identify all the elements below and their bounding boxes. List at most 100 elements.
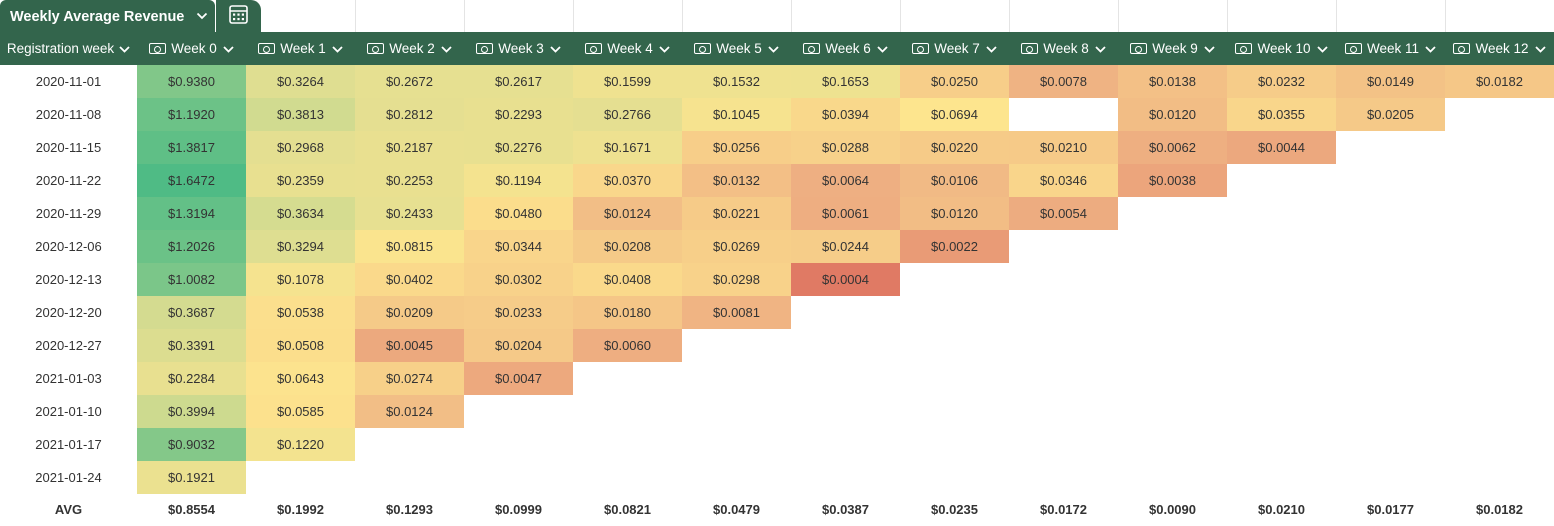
revenue-cell: $1.6472 — [137, 164, 246, 197]
revenue-cell: $0.0124 — [355, 395, 464, 428]
column-header-week-4[interactable]: Week 4 — [573, 32, 682, 65]
column-header-label: Week 11 — [1366, 41, 1420, 56]
money-icon — [149, 43, 167, 54]
revenue-cell: $0.0346 — [1009, 164, 1118, 197]
column-header-week-5[interactable]: Week 5 — [682, 32, 791, 65]
registration-week-cell: 2020-12-27 — [35, 338, 102, 353]
revenue-cell: $0.0210 — [1009, 131, 1118, 164]
tab-bar: Weekly Average Revenue — [0, 0, 1554, 33]
revenue-cell: $0.2433 — [355, 197, 464, 230]
chevron-down-icon — [1534, 41, 1546, 56]
revenue-cell: $0.0045 — [355, 329, 464, 362]
registration-week-cell: 2021-01-10 — [35, 404, 102, 419]
table-row: 2021-01-10 $0.3994 $0.0585 $0.0124 — [0, 395, 1554, 428]
revenue-cell: $0.0004 — [791, 263, 900, 296]
revenue-cell: $0.0233 — [464, 296, 573, 329]
revenue-cell: $0.9380 — [137, 65, 246, 98]
avg-value-cell: $0.0177 — [1367, 502, 1414, 517]
grid-divider — [573, 0, 574, 32]
revenue-cell: $0.1078 — [246, 263, 355, 296]
grid-divider — [464, 0, 465, 32]
revenue-cell: $0.0208 — [573, 230, 682, 263]
calculator-icon — [229, 4, 248, 29]
revenue-cell: $0.2672 — [355, 65, 464, 98]
avg-value-cell: $0.0172 — [1040, 502, 1087, 517]
revenue-cell: $0.0182 — [1445, 65, 1554, 98]
tab-title: Weekly Average Revenue — [10, 8, 185, 25]
registration-week-cell: 2020-12-06 — [35, 239, 102, 254]
revenue-cell: $0.0288 — [791, 131, 900, 164]
revenue-cell: $0.0408 — [573, 263, 682, 296]
revenue-cell: $0.0124 — [573, 197, 682, 230]
chevron-down-icon — [550, 41, 561, 56]
tab-weekly-average-revenue[interactable]: Weekly Average Revenue — [0, 0, 215, 33]
revenue-cell: $0.2359 — [246, 164, 355, 197]
column-header-label: Week 0 — [171, 41, 217, 56]
revenue-cell: $0.2276 — [464, 131, 573, 164]
table-row: 2020-11-01 $0.9380 $0.3264 $0.2672 $0.2617 $0… — [0, 65, 1554, 98]
chevron-down-icon — [441, 41, 452, 56]
revenue-cell: $0.0480 — [464, 197, 573, 230]
revenue-cell: $0.0022 — [900, 230, 1009, 263]
revenue-cell: $0.0120 — [1118, 98, 1227, 131]
revenue-cell: $0.3294 — [246, 230, 355, 263]
chevron-down-icon — [768, 41, 779, 56]
grid-divider — [1118, 0, 1119, 32]
revenue-cell: $0.0815 — [355, 230, 464, 263]
table-row: 2021-01-24 $0.1921 — [0, 461, 1554, 494]
column-header-week-7[interactable]: Week 7 — [900, 32, 1009, 65]
revenue-cell: $0.0220 — [900, 131, 1009, 164]
column-header-week-6[interactable]: Week 6 — [791, 32, 900, 65]
revenue-cell: $1.2026 — [137, 230, 246, 263]
registration-week-cell: 2020-11-15 — [35, 140, 102, 155]
column-header-week-3[interactable]: Week 3 — [464, 32, 573, 65]
column-header-label: Week 8 — [1043, 41, 1089, 56]
revenue-cell: $0.3687 — [137, 296, 246, 329]
chevron-down-icon — [659, 41, 670, 56]
revenue-cell: $0.0132 — [682, 164, 791, 197]
chevron-down-icon — [1095, 41, 1106, 56]
registration-week-cell: 2020-11-08 — [35, 107, 102, 122]
revenue-cell: $0.0149 — [1336, 65, 1445, 98]
grid-divider — [1336, 0, 1337, 32]
avg-value-cell: $0.0479 — [713, 502, 760, 517]
revenue-cell: $0.0232 — [1227, 65, 1336, 98]
revenue-cell: $0.2293 — [464, 98, 573, 131]
chevron-down-icon — [1425, 41, 1436, 56]
chevron-down-icon — [196, 8, 208, 24]
registration-week-cell: 2021-01-24 — [35, 470, 102, 485]
column-header-label: Registration week — [6, 41, 115, 56]
column-header-label: Week 9 — [1152, 41, 1198, 56]
revenue-cell: $0.9032 — [137, 428, 246, 461]
revenue-cell: $0.0269 — [682, 230, 791, 263]
registration-week-cell: 2020-12-20 — [35, 305, 102, 320]
column-header-week-1[interactable]: Week 1 — [246, 32, 355, 65]
grid-divider — [1445, 0, 1446, 32]
avg-value-cell: $0.8554 — [168, 502, 215, 517]
money-icon — [803, 43, 821, 54]
avg-value-cell: $0.0210 — [1258, 502, 1305, 517]
column-header-week-0[interactable]: Week 0 — [137, 32, 246, 65]
revenue-cell: $0.0120 — [900, 197, 1009, 230]
calculator-button[interactable] — [216, 0, 261, 33]
column-header-week-11[interactable]: Week 11 — [1336, 32, 1445, 65]
table-header: Registration week Week 0 Week 1 Week 2 Week… — [0, 32, 1554, 65]
column-header-registration-week[interactable]: Registration week — [0, 32, 137, 65]
column-header-week-8[interactable]: Week 8 — [1009, 32, 1118, 65]
revenue-cell: $0.0081 — [682, 296, 791, 329]
avg-row: AVG $0.8554 $0.1992 $0.1293 $0.0999 $0.0821 $… — [0, 493, 1554, 526]
revenue-cell: $0.0394 — [791, 98, 900, 131]
chevron-down-icon — [1316, 41, 1328, 56]
revenue-cell: $0.0508 — [246, 329, 355, 362]
column-header-week-10[interactable]: Week 10 — [1227, 32, 1336, 65]
column-header-week-9[interactable]: Week 9 — [1118, 32, 1227, 65]
revenue-cell: $0.0274 — [355, 362, 464, 395]
revenue-cell: $0.1599 — [573, 65, 682, 98]
column-header-week-2[interactable]: Week 2 — [355, 32, 464, 65]
revenue-cell: $1.3194 — [137, 197, 246, 230]
money-icon — [694, 43, 712, 54]
column-header-week-12[interactable]: Week 12 — [1445, 32, 1554, 65]
registration-week-cell: 2021-01-03 — [35, 371, 102, 386]
column-header-label: Week 12 — [1475, 41, 1529, 56]
grid-divider — [791, 0, 792, 32]
